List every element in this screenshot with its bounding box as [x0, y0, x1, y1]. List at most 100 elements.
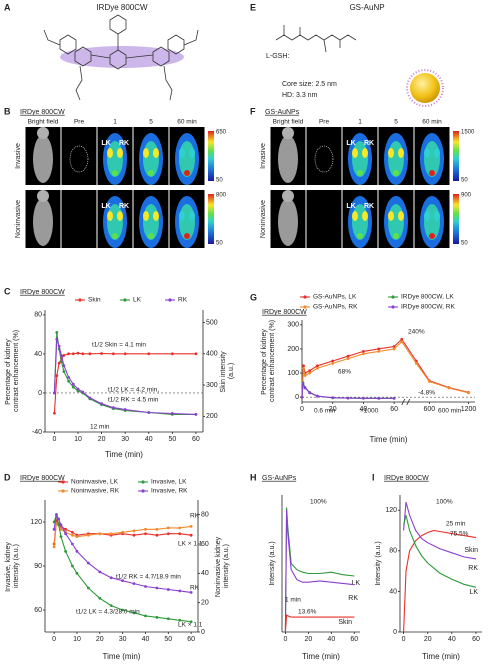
legend-marker: [303, 295, 307, 299]
x-tick-label: 40: [448, 636, 456, 643]
y2-tick-label: 400: [206, 351, 218, 358]
data-point: [303, 386, 307, 390]
y-tick-label: 120: [30, 519, 42, 526]
data-point: [100, 402, 103, 406]
series-line: [53, 352, 196, 414]
kidney-signal: [143, 211, 149, 221]
kidney-marker: LK: [346, 140, 355, 147]
row-label: Noninvasive: [15, 200, 22, 238]
data-point: [300, 395, 304, 399]
chart-title: GS-AuNPs: [262, 475, 297, 482]
annotation: t1/2 Skin = 4.1 min: [92, 342, 146, 349]
y-tick-label: 100: [287, 370, 299, 377]
data-point: [86, 533, 90, 537]
data-point: [166, 588, 170, 591]
x-tick-label: 0: [402, 636, 406, 643]
kidney-signal: [117, 148, 123, 158]
annotation: RK: [190, 585, 200, 592]
data-point: [377, 349, 381, 353]
column-header: 5: [149, 119, 153, 126]
y2-tick-label: 80: [201, 512, 209, 519]
data-point: [67, 352, 70, 356]
panel-label: B: [4, 106, 11, 116]
y-tick-label: 200: [287, 346, 299, 353]
chart-title: IRDye 800CW: [20, 475, 65, 482]
data-point: [86, 561, 90, 565]
data-point: [109, 576, 113, 580]
legend-marker: [141, 480, 145, 484]
x-tick-label: 40: [145, 436, 153, 443]
gsh-drawing: [275, 25, 444, 107]
legend-label: IRDye 800CW, RK: [401, 304, 455, 311]
legend-label: GS-AuNPs, RK: [313, 304, 358, 311]
mouse-photo: [278, 198, 298, 246]
kidney-marker: RK: [119, 140, 129, 147]
kidney-signal: [143, 148, 149, 158]
y-tick-label: 80: [34, 312, 42, 319]
row-label-group: Invasive: [260, 143, 267, 169]
legend-marker: [141, 489, 145, 493]
data-point: [98, 596, 102, 600]
data-point: [132, 582, 136, 585]
data-point: [76, 351, 80, 355]
data-point: [53, 411, 56, 415]
x-tick-label: 0: [283, 636, 287, 643]
kidney-signal: [434, 211, 440, 221]
series-line: [403, 529, 477, 633]
column-header: Pre: [319, 119, 330, 126]
kidney-signal: [398, 148, 404, 158]
data-point: [194, 413, 198, 416]
colorbar-max: 650: [216, 130, 227, 136]
bladder-signal: [429, 170, 435, 176]
bladder-signal: [357, 233, 363, 239]
row-label: Invasive: [15, 143, 22, 169]
data-point: [76, 389, 80, 393]
data-point: [55, 331, 59, 334]
data-point: [308, 371, 312, 375]
data-point: [109, 604, 113, 607]
x-tick-label: 10: [74, 436, 82, 443]
core-size: Core size: 2.5 nm: [282, 81, 337, 88]
data-point: [467, 391, 470, 395]
kidney-signal: [434, 148, 440, 158]
data-point: [88, 396, 92, 400]
data-point: [57, 361, 61, 365]
x-tick-label: 20: [304, 636, 312, 643]
legend-label: Invasive, LK: [151, 479, 187, 486]
chart-title: IRDye 800CW: [20, 289, 65, 296]
legend-marker: [391, 305, 395, 309]
x-tick-label: 0: [300, 406, 304, 413]
x-tick-label: 60: [350, 636, 358, 643]
y2-tick-label: 500: [206, 319, 218, 326]
series-line: [403, 501, 477, 560]
column-header: 5: [394, 119, 398, 126]
data-point: [76, 387, 80, 391]
colorbar: [453, 194, 459, 244]
data-point: [71, 542, 74, 546]
panel-title: IRDye 800CW: [20, 109, 65, 116]
row-label: Invasive: [260, 143, 267, 169]
series-label: LK: [351, 580, 360, 587]
data-point: [59, 535, 63, 539]
series-line: [403, 515, 477, 588]
legend-label: LK: [133, 297, 142, 304]
data-point: [111, 406, 115, 409]
data-point: [123, 408, 127, 411]
legend-label: IRDye 800CW, LK: [401, 294, 454, 301]
column-header: 60 min: [422, 119, 442, 126]
annotation: 13.6%: [298, 609, 317, 616]
bladder-signal: [357, 170, 363, 176]
data-point: [400, 340, 404, 344]
mouse-photo: [33, 198, 53, 246]
data-point: [59, 523, 63, 527]
annotation: ×1000: [360, 408, 379, 415]
x-tick-label: 40: [142, 636, 150, 643]
panel-label: F: [250, 106, 256, 116]
column-header: 60 min: [177, 119, 197, 126]
panel-label: I: [372, 472, 375, 482]
x-tick-label: 600: [424, 406, 436, 413]
bladder-signal: [112, 170, 118, 176]
data-point: [75, 535, 79, 539]
colorbar-max: 1500: [461, 130, 475, 136]
x-tick-label: 50: [164, 636, 172, 643]
